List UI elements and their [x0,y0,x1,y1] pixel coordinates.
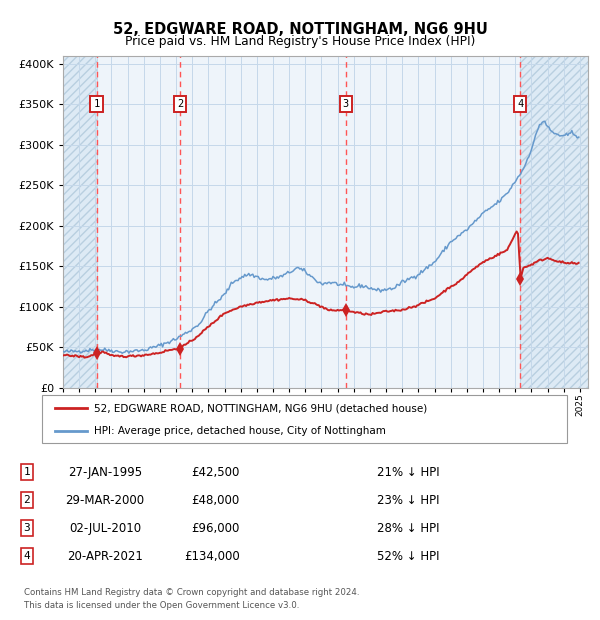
Text: 21% ↓ HPI: 21% ↓ HPI [377,466,439,479]
Text: £134,000: £134,000 [184,550,240,563]
Text: 52, EDGWARE ROAD, NOTTINGHAM, NG6 9HU: 52, EDGWARE ROAD, NOTTINGHAM, NG6 9HU [113,22,487,37]
Text: £42,500: £42,500 [191,466,240,479]
Text: 3: 3 [23,523,31,533]
Text: £48,000: £48,000 [192,494,240,507]
Bar [520,56,588,388]
Text: 1: 1 [94,99,100,109]
Text: This data is licensed under the Open Government Licence v3.0.: This data is licensed under the Open Gov… [24,601,299,611]
Bar [63,56,97,388]
Text: 52% ↓ HPI: 52% ↓ HPI [377,550,439,563]
Text: £96,000: £96,000 [191,522,240,535]
Text: 3: 3 [343,99,349,109]
Text: 2: 2 [177,99,183,109]
Text: 20-APR-2021: 20-APR-2021 [67,550,143,563]
Text: HPI: Average price, detached house, City of Nottingham: HPI: Average price, detached house, City… [95,426,386,436]
Text: 52, EDGWARE ROAD, NOTTINGHAM, NG6 9HU (detached house): 52, EDGWARE ROAD, NOTTINGHAM, NG6 9HU (d… [95,404,428,414]
Text: 1: 1 [23,467,31,477]
Bar [63,56,97,388]
Text: 4: 4 [23,551,31,561]
Bar [520,56,588,388]
Text: 4: 4 [517,99,523,109]
Text: 29-MAR-2000: 29-MAR-2000 [65,494,145,507]
Text: Price paid vs. HM Land Registry's House Price Index (HPI): Price paid vs. HM Land Registry's House … [125,35,475,48]
Text: 27-JAN-1995: 27-JAN-1995 [68,466,142,479]
Text: 28% ↓ HPI: 28% ↓ HPI [377,522,439,535]
Text: 02-JUL-2010: 02-JUL-2010 [69,522,141,535]
FancyBboxPatch shape [42,395,567,443]
Text: Contains HM Land Registry data © Crown copyright and database right 2024.: Contains HM Land Registry data © Crown c… [24,588,359,597]
Text: 2: 2 [23,495,31,505]
Text: 23% ↓ HPI: 23% ↓ HPI [377,494,439,507]
